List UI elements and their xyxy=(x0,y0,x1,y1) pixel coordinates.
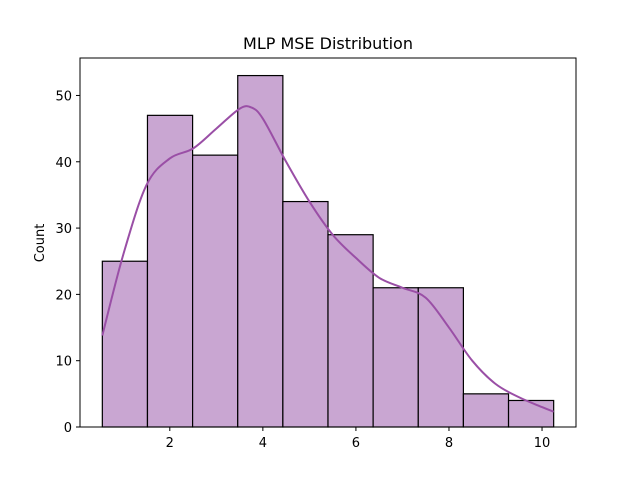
y-tick-label: 50 xyxy=(55,89,72,104)
y-tick-label: 30 xyxy=(55,222,72,237)
y-tick-label: 0 xyxy=(64,421,72,436)
y-tick-label: 40 xyxy=(55,156,72,171)
x-tick-label: 8 xyxy=(445,436,453,451)
histogram-bar xyxy=(147,115,192,427)
y-axis-label: Count xyxy=(33,224,48,263)
histogram-bar xyxy=(463,394,508,427)
y-tick-label: 20 xyxy=(55,288,72,303)
x-tick-label: 4 xyxy=(259,436,267,451)
histogram-bar xyxy=(418,288,463,427)
x-tick-label: 6 xyxy=(352,436,360,451)
y-axis: 0 10 20 30 40 50 xyxy=(55,89,80,436)
x-axis: 2 4 6 8 10 xyxy=(166,427,551,451)
histogram-bar xyxy=(509,400,554,427)
chart-title: MLP MSE Distribution xyxy=(243,34,413,53)
y-tick-label: 10 xyxy=(55,355,72,370)
x-tick-label: 2 xyxy=(166,436,174,451)
histogram-bar xyxy=(193,155,238,427)
histogram-bar xyxy=(283,202,328,427)
histogram-bar xyxy=(102,261,147,427)
histogram-bar xyxy=(238,76,283,427)
histogram-bar xyxy=(328,235,373,427)
x-tick-label: 10 xyxy=(534,436,551,451)
histogram-bar xyxy=(373,288,418,427)
